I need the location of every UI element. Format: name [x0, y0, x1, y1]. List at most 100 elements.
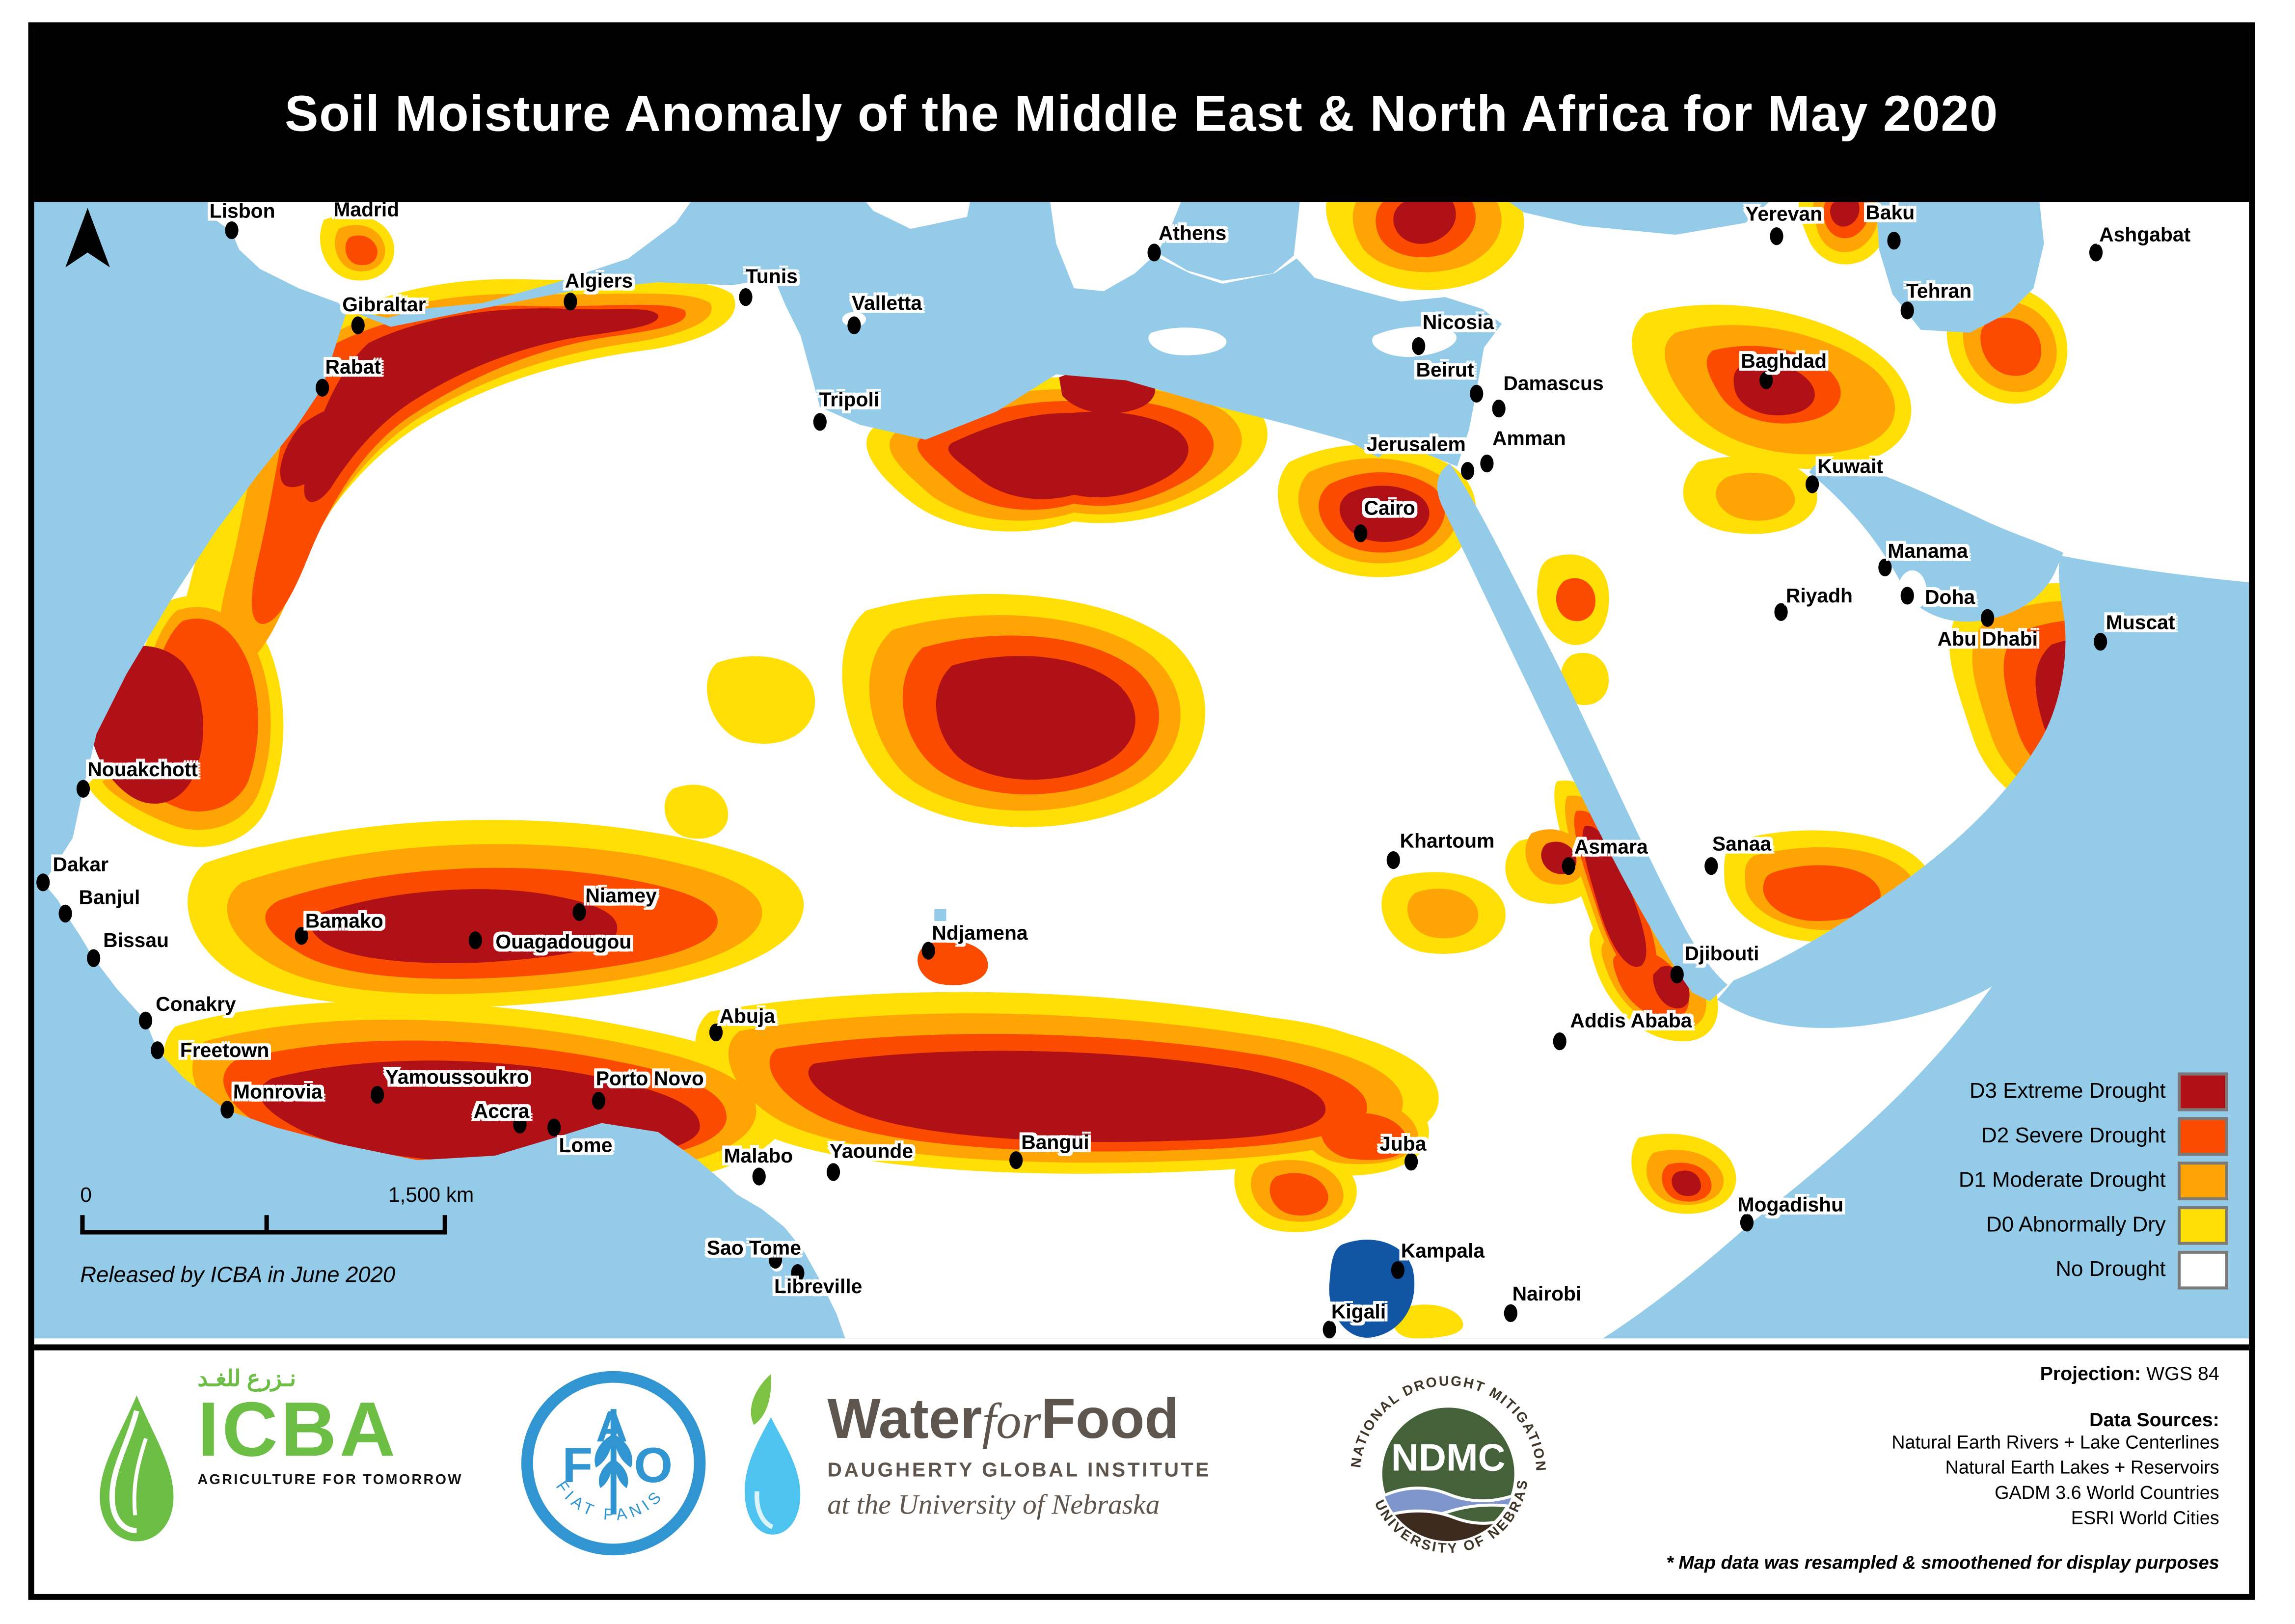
city-dot-tehran[interactable]: [1901, 301, 1915, 319]
city-label-sanaa: Sanaa: [1712, 833, 1772, 856]
ndmc-emblem-icon: NDMC NATIONAL DROUGHT MITIGATION CENTER …: [1325, 1344, 1547, 1557]
city-dot-accra[interactable]: [512, 1115, 526, 1134]
city-label-yaounde: Yaounde: [829, 1139, 914, 1163]
city-dot-porto-novo[interactable]: [592, 1092, 606, 1110]
map-footnote: * Map data was resampled & smoothened fo…: [1666, 1552, 2219, 1573]
city-dot-dakar[interactable]: [36, 873, 50, 892]
city-dot-niamey[interactable]: [572, 903, 586, 921]
city-dot-kampala[interactable]: [1392, 1261, 1405, 1279]
city-dot-amman[interactable]: [1480, 454, 1494, 473]
city-dot-kuwait[interactable]: [1806, 475, 1820, 493]
city-dot-lisbon[interactable]: [224, 221, 238, 240]
city-dot-baghdad[interactable]: [1759, 371, 1773, 390]
city-dot-lome[interactable]: [548, 1118, 562, 1136]
city-label-baku: Baku: [1865, 202, 1915, 224]
scale-bar-rule: [80, 1215, 447, 1235]
city-dot-kigali[interactable]: [1323, 1320, 1337, 1338]
city-dot-doha[interactable]: [1901, 586, 1915, 604]
city-label-tehran: Tehran: [1906, 279, 1972, 302]
icba-drop-icon: [100, 1395, 174, 1542]
city-label-riyadh: Riyadh: [1785, 584, 1853, 607]
city-label-nairobi: Nairobi: [1512, 1283, 1582, 1305]
map-frame: Soil Moisture Anomaly of the Middle East…: [28, 22, 2255, 1600]
city-dot-malabo[interactable]: [752, 1168, 765, 1186]
city-dot-sanaa[interactable]: [1704, 857, 1718, 875]
city-dot-gibraltar[interactable]: [351, 316, 364, 334]
scale-bar: 0 1,500 km: [80, 1182, 474, 1235]
credits-block: Projection: WGS 84 Data Sources: Natural…: [1666, 1362, 2219, 1573]
city-dot-asmara[interactable]: [1562, 857, 1576, 875]
city-dot-sao-tome[interactable]: [769, 1251, 783, 1269]
city-dot-nairobi[interactable]: [1505, 1304, 1518, 1323]
city-dot-nicosia[interactable]: [1411, 337, 1425, 355]
icba-tagline: AGRICULTURE FOR TOMORROW: [197, 1472, 463, 1489]
city-label-yamoussoukro: Yamoussoukro: [385, 1066, 529, 1088]
legend-item-swatch: [2177, 1162, 2228, 1200]
city-dot-jerusalem[interactable]: [1460, 462, 1474, 481]
city-label-athens: Athens: [1158, 221, 1227, 244]
wff-title: WaterforFood: [827, 1388, 1179, 1451]
svg-text:F: F: [562, 1437, 593, 1493]
city-dot-abu-dhabi[interactable]: [1981, 609, 1995, 627]
city-label-dakar: Dakar: [53, 853, 109, 876]
city-label-porto-novo: Porto Novo: [595, 1067, 704, 1089]
city-dot-rabat[interactable]: [315, 378, 329, 396]
city-dot-nouakchott[interactable]: [76, 779, 90, 798]
city-label-yerevan: Yerevan: [1745, 202, 1823, 225]
scale-start-label: 0: [80, 1182, 92, 1207]
city-label-manama: Manama: [1888, 540, 1968, 562]
city-dot-cairo[interactable]: [1354, 525, 1368, 543]
city-label-banjul: Banjul: [79, 886, 140, 909]
city-dot-yerevan[interactable]: [1770, 227, 1784, 245]
city-label-amman: Amman: [1492, 427, 1566, 450]
city-dot-ashgabat[interactable]: [2089, 243, 2103, 261]
city-dot-monrovia[interactable]: [220, 1101, 234, 1119]
city-dot-addis-ababa[interactable]: [1553, 1032, 1567, 1051]
city-dot-khartoum[interactable]: [1387, 851, 1401, 869]
city-dot-juba[interactable]: [1405, 1152, 1419, 1170]
city-dot-baku[interactable]: [1888, 232, 1901, 250]
data-source-line: Natural Earth Lakes + Reservoirs: [1945, 1457, 2219, 1478]
city-label-conakry: Conakry: [156, 993, 236, 1016]
legend-item: D2 Severe Drought: [1959, 1117, 2228, 1156]
city-dot-banjul[interactable]: [58, 904, 72, 922]
map-legend: D3 Extreme Drought D2 Severe Drought D1 Mo…: [1958, 1072, 2228, 1296]
city-dot-ndjamena[interactable]: [922, 942, 936, 960]
ndmc-logo: NDMC NATIONAL DROUGHT MITIGATION CENTER …: [1325, 1344, 1566, 1598]
city-dot-freetown[interactable]: [151, 1041, 165, 1059]
city-dot-bamako[interactable]: [295, 927, 309, 946]
title-bar: Soil Moisture Anomaly of the Middle East…: [34, 28, 2249, 202]
city-dot-algiers[interactable]: [563, 293, 577, 311]
city-dot-valletta[interactable]: [847, 316, 861, 334]
city-dot-muscat[interactable]: [2094, 633, 2107, 651]
city-dot-ouagadougou[interactable]: [468, 931, 482, 950]
legend-item-label: D1 Moderate Drought: [1958, 1169, 2166, 1193]
city-dot-riyadh[interactable]: [1775, 603, 1788, 622]
legend-item: D0 Abnormally Dry: [1959, 1206, 2228, 1245]
city-label-freetown: Freetown: [180, 1038, 270, 1061]
city-label-beirut: Beirut: [1416, 359, 1474, 381]
city-dot-beirut[interactable]: [1469, 385, 1483, 403]
city-dot-tunis[interactable]: [738, 288, 752, 307]
city-label-madrid: Madrid: [333, 202, 400, 220]
city-dot-tripoli[interactable]: [813, 412, 827, 431]
map-canvas[interactable]: Lisbon Madrid Gibraltar Rabat Algiers Tunis Va…: [34, 202, 2249, 1339]
city-label-ashgabat: Ashgabat: [2099, 223, 2191, 246]
city-dot-athens[interactable]: [1148, 243, 1162, 261]
city-dot-manama[interactable]: [1879, 559, 1892, 577]
city-label-monrovia: Monrovia: [233, 1081, 323, 1103]
city-label-baghdad: Baghdad: [1741, 350, 1827, 373]
city-dot-bangui[interactable]: [1008, 1151, 1022, 1169]
city-dot-mogadishu[interactable]: [1739, 1214, 1753, 1232]
city-dot-libreville[interactable]: [791, 1263, 805, 1282]
city-label-khartoum: Khartoum: [1400, 829, 1495, 852]
city-dot-djibouti[interactable]: [1671, 966, 1684, 984]
city-label-bamako: Bamako: [305, 910, 383, 933]
city-dot-bissau[interactable]: [87, 948, 101, 967]
north-arrow-icon: [65, 208, 110, 268]
city-dot-conakry[interactable]: [138, 1011, 152, 1029]
city-dot-yamoussoukro[interactable]: [371, 1086, 384, 1105]
city-dot-yaounde[interactable]: [827, 1164, 840, 1182]
city-dot-abuja[interactable]: [709, 1024, 723, 1042]
city-dot-damascus[interactable]: [1491, 400, 1505, 418]
